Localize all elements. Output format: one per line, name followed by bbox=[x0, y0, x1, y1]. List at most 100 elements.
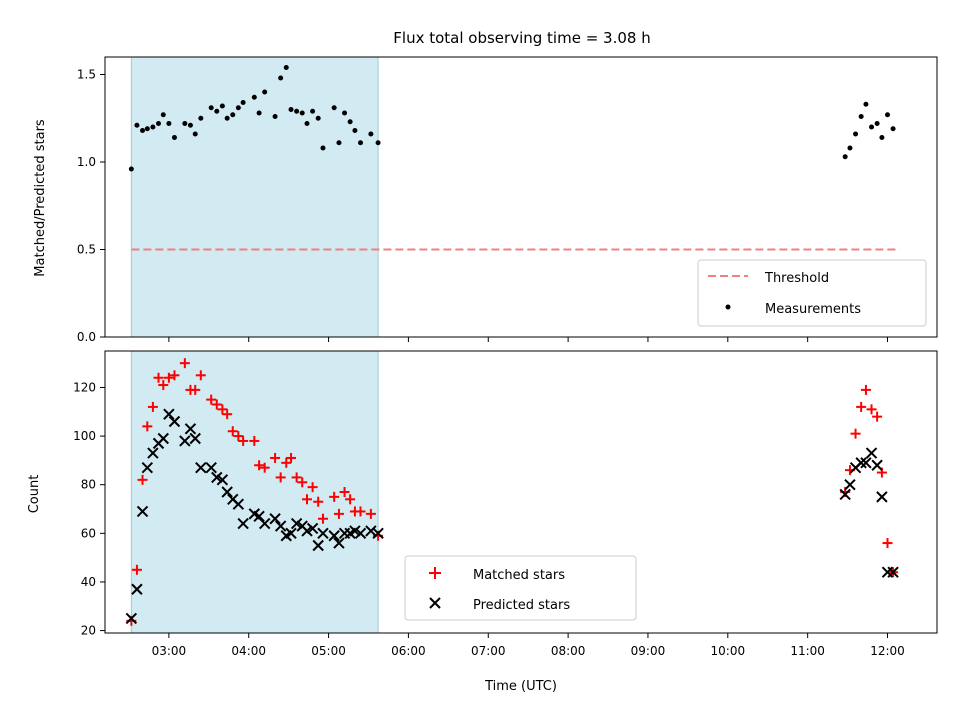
matched-stars-point bbox=[286, 452, 297, 463]
matched-stars-point bbox=[882, 538, 893, 549]
legend-matched-swatch bbox=[429, 567, 441, 579]
top-axes-frame bbox=[104, 56, 938, 338]
predicted-stars-point bbox=[871, 459, 883, 471]
bottom-xtick-label: 03:00 bbox=[152, 644, 187, 658]
legend-predicted-swatch bbox=[429, 597, 441, 609]
measurements-point bbox=[315, 115, 321, 121]
measurements-point bbox=[219, 103, 225, 109]
predicted-stars-point bbox=[372, 527, 384, 540]
measurements-point bbox=[884, 112, 890, 118]
measurements-point bbox=[144, 126, 150, 132]
predicted-stars-point bbox=[285, 527, 297, 540]
predicted-stars-point bbox=[860, 457, 872, 469]
bottom-xlabel: Time (UTC) bbox=[484, 679, 557, 694]
matched-stars-point bbox=[190, 384, 201, 395]
matched-stars-point bbox=[211, 399, 222, 410]
matched-stars-point bbox=[339, 487, 350, 497]
predicted-stars-point bbox=[195, 461, 207, 474]
measurements-point bbox=[874, 121, 880, 126]
predicted-stars-point bbox=[258, 517, 271, 530]
measurements-point bbox=[320, 145, 326, 151]
matched-stars-point bbox=[275, 472, 286, 483]
matched-stars-point bbox=[222, 409, 233, 420]
top-ytick-label: 1.0 bbox=[77, 155, 96, 169]
measurements-point bbox=[869, 124, 875, 130]
measurements-point bbox=[192, 131, 198, 137]
bottom-ytick-label: 120 bbox=[73, 380, 96, 394]
predicted-stars-point bbox=[333, 537, 345, 549]
predicted-stars-point bbox=[312, 539, 324, 552]
predicted-stars-point bbox=[855, 457, 867, 469]
measurements-point bbox=[262, 89, 268, 95]
measurements-point bbox=[256, 110, 262, 116]
matched-stars-point bbox=[307, 482, 318, 493]
measurements-point bbox=[890, 126, 896, 132]
matched-stars-point bbox=[860, 384, 871, 395]
matched-stars-point bbox=[158, 380, 169, 391]
measurements-point bbox=[879, 135, 885, 140]
measurements-point bbox=[278, 75, 284, 81]
predicted-stars-point bbox=[136, 505, 149, 518]
bottom-xtick-label: 05:00 bbox=[311, 644, 346, 658]
bottom-xtick-label: 04:00 bbox=[231, 644, 266, 658]
predicted-stars-point bbox=[317, 527, 329, 540]
measurements-point bbox=[342, 110, 348, 116]
bottom-ytick-label: 40 bbox=[81, 575, 96, 589]
measurements-point bbox=[331, 105, 337, 111]
matched-stars-point bbox=[137, 474, 148, 485]
matched-stars-point bbox=[850, 428, 861, 439]
bottom-ytick-label: 20 bbox=[81, 624, 96, 638]
top-ytick-label: 0.0 bbox=[77, 330, 96, 344]
measurements-point bbox=[230, 112, 236, 118]
predicted-stars-point bbox=[237, 517, 249, 530]
matched-stars-point bbox=[195, 370, 206, 381]
matched-stars-point bbox=[227, 426, 238, 437]
measurements-point bbox=[208, 105, 214, 111]
measurements-point bbox=[304, 121, 310, 126]
predicted-stars-point bbox=[147, 447, 159, 459]
matched-stars-point bbox=[355, 506, 366, 517]
bottom-xtick-label: 09:00 bbox=[631, 644, 666, 658]
matched-stars-point bbox=[313, 496, 324, 507]
matched-stars-point bbox=[147, 401, 158, 412]
measurements-point bbox=[134, 122, 140, 128]
matched-stars-point bbox=[153, 372, 164, 383]
matched-stars-point bbox=[329, 491, 340, 502]
measurements-point bbox=[140, 128, 146, 133]
legend-measurements-label: Measurements bbox=[765, 302, 861, 317]
matched-stars-point bbox=[131, 564, 142, 575]
matched-stars-point bbox=[281, 457, 292, 468]
predicted-stars-point bbox=[306, 522, 319, 535]
matched-stars-point bbox=[259, 462, 270, 473]
matched-stars-point bbox=[317, 513, 328, 524]
measurements-point bbox=[198, 115, 204, 121]
measurements-point bbox=[858, 114, 864, 119]
matched-stars-point bbox=[291, 472, 302, 483]
measurements-point bbox=[310, 108, 316, 114]
predicted-stars-point bbox=[168, 415, 181, 428]
legend-matched-label: Matched stars bbox=[473, 568, 565, 583]
measurements-point bbox=[150, 124, 156, 130]
measurements-point bbox=[214, 108, 220, 114]
measurements-point bbox=[272, 114, 278, 119]
measurements-point bbox=[336, 140, 342, 146]
bottom-xtick-label: 12:00 bbox=[870, 644, 905, 658]
measurements-point bbox=[251, 94, 257, 100]
matched-stars-point bbox=[365, 508, 376, 519]
matched-stars-point bbox=[872, 411, 883, 422]
measurements-point bbox=[847, 145, 853, 151]
predicted-stars-point bbox=[221, 486, 233, 498]
predicted-stars-point bbox=[274, 520, 287, 532]
matched-stars-point bbox=[270, 452, 281, 463]
predicted-stars-point bbox=[844, 478, 856, 491]
predicted-stars-point bbox=[328, 530, 340, 542]
measurements-point bbox=[853, 131, 859, 137]
predicted-stars-point bbox=[205, 461, 217, 474]
matched-stars-point bbox=[169, 370, 180, 381]
bottom-xtick-label: 08:00 bbox=[551, 644, 586, 658]
predicted-stars-point bbox=[232, 498, 245, 510]
matched-stars-point bbox=[866, 404, 877, 415]
legend-threshold-label: Threshold bbox=[764, 271, 829, 286]
measurements-point bbox=[294, 108, 300, 114]
bottom-axes-frame bbox=[104, 350, 938, 634]
